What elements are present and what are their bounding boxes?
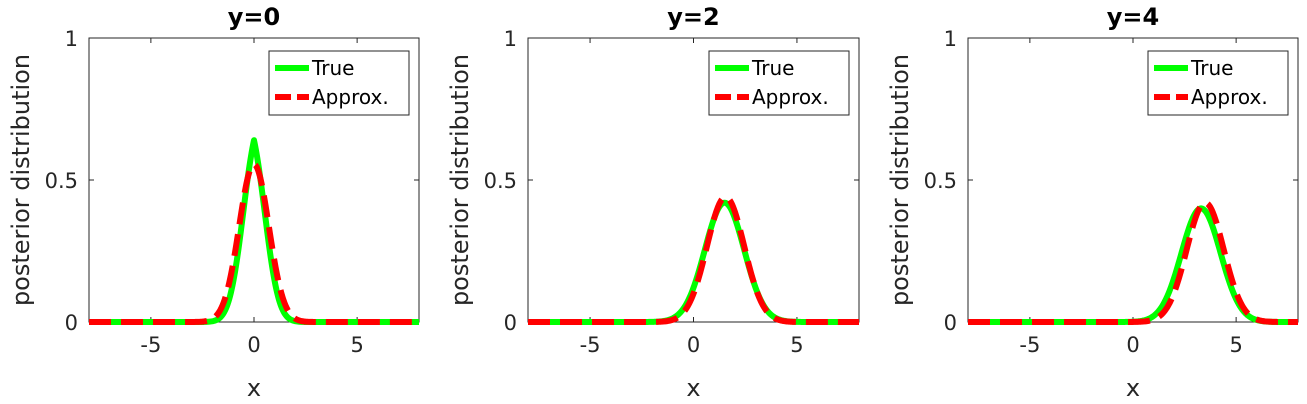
y-tick-label: 1 [65, 27, 78, 51]
y-axis-label: posterior distribution [446, 54, 474, 306]
chart-title: y=4 [1107, 3, 1159, 31]
subplot-1: -5 0 5 0 0.5 1 y=0 x posterior distribution True A… [7, 3, 420, 402]
legend-entry: Approx. [1191, 85, 1268, 109]
series-line-approx [968, 199, 1298, 325]
legend: True Approx. [708, 50, 850, 116]
legend-entry: Approx. [752, 85, 829, 109]
legend-entry: Approx. [312, 85, 389, 109]
y-axis-label: posterior distribution [7, 54, 35, 306]
x-tick-label: 5 [1229, 333, 1242, 357]
x-tick-label: -5 [140, 333, 161, 357]
chart-title: y=2 [667, 3, 719, 31]
legend-entry: True [1190, 56, 1233, 80]
y-tick-label: 0.5 [484, 169, 517, 193]
subplot-3: -5 0 5 0 0.5 1 y=4 x posterior distribution True A… [886, 3, 1299, 402]
y-tick-label: 0.5 [924, 169, 957, 193]
legend-entry: True [751, 56, 794, 80]
legend-entry: True [311, 56, 354, 80]
legend-box [708, 50, 850, 116]
y-axis-label: posterior distribution [886, 54, 914, 306]
subplot-2: -5 0 5 0 0.5 1 y=2 x posterior distribution True A… [446, 3, 860, 402]
series-line-approx [89, 161, 419, 325]
x-tick-label: 5 [350, 333, 363, 357]
legend: True Approx. [1147, 50, 1289, 116]
series-line-approx [528, 194, 859, 325]
x-tick-label: -5 [1019, 333, 1040, 357]
y-tick-label: 1 [504, 27, 517, 51]
x-tick-label: 0 [1126, 333, 1139, 357]
legend: True Approx. [268, 50, 410, 116]
series-line-true [528, 199, 859, 325]
chart-title: y=0 [228, 3, 280, 31]
legend-box [1147, 50, 1289, 116]
x-tick-label: -5 [580, 333, 601, 357]
x-tick-label: 5 [790, 333, 803, 357]
y-tick-label: 0 [65, 311, 78, 335]
y-tick-label: 0 [944, 311, 957, 335]
x-tick-label: 0 [687, 333, 700, 357]
x-axis-label: x [1126, 374, 1140, 402]
y-tick-label: 1 [944, 27, 957, 51]
y-tick-label: 0 [504, 311, 517, 335]
y-tick-label: 0.5 [45, 169, 78, 193]
x-axis-label: x [247, 374, 261, 402]
legend-box [268, 50, 410, 116]
x-axis-label: x [686, 374, 700, 402]
x-tick-label: 0 [247, 333, 260, 357]
